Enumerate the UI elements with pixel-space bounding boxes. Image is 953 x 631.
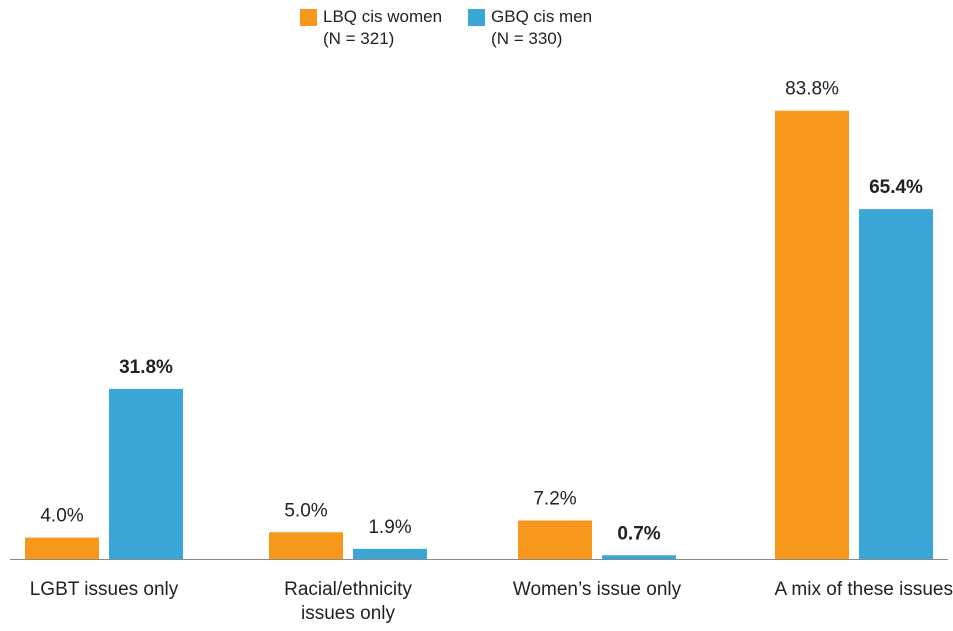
legend-item-gbq-cis-men: GBQ cis men (N = 330): [468, 6, 592, 50]
data-label-lbq-cis-women-racial-ethnicity-issues-only: 5.0%: [284, 500, 327, 521]
legend-text-lbq-cis-women: LBQ cis women (N = 321): [323, 6, 442, 50]
bar-gbq-cis-men-racial-ethnicity-issues-only: [353, 548, 427, 559]
data-label-gbq-cis-men-a-mix-of-these-issues: 65.4%: [869, 177, 923, 198]
legend-swatch-gbq-cis-men: [468, 9, 486, 26]
data-label-lbq-cis-women-lgbt-issues-only: 4.0%: [40, 506, 83, 527]
data-label-lbq-cis-women-women-s-issue-only: 7.2%: [533, 488, 576, 509]
bar-lbq-cis-women-women-s-issue-only: [518, 520, 592, 559]
legend-text-gbq-cis-men: GBQ cis men (N = 330): [491, 6, 592, 50]
x-tick-label-a-mix-of-these-issues: A mix of these issues: [743, 578, 953, 602]
bar-lbq-cis-women-a-mix-of-these-issues: [775, 110, 849, 560]
legend-sample-gbq-cis-men: (N = 330): [491, 29, 563, 48]
data-label-gbq-cis-men-lgbt-issues-only: 31.8%: [119, 357, 173, 378]
legend-sample-lbq-cis-women: (N = 321): [323, 29, 395, 48]
legend: LBQ cis women (N = 321) GBQ cis men (N =…: [300, 6, 592, 50]
x-tick-label-lgbt-issues-only: LGBT issues only: [0, 578, 214, 602]
x-tick-label-racial-ethnicity-issues-only: Racial/ethnicity issues only: [238, 578, 458, 626]
data-label-lbq-cis-women-a-mix-of-these-issues: 83.8%: [785, 79, 839, 100]
legend-swatch-lbq-cis-women: [300, 9, 317, 26]
bar-gbq-cis-men-a-mix-of-these-issues: [859, 209, 933, 560]
bar-lbq-cis-women-racial-ethnicity-issues-only: [269, 532, 343, 559]
x-tick-label-line: Racial/ethnicity: [284, 579, 412, 600]
bar-lbq-cis-women-lgbt-issues-only: [25, 537, 99, 559]
legend-label-gbq-cis-men: GBQ cis men: [491, 7, 593, 26]
x-tick-label-line: issues only: [301, 603, 395, 624]
x-tick-label-line: Women’s issue only: [512, 579, 682, 600]
x-tick-label-line: LGBT issues only: [29, 579, 179, 600]
bar-gbq-cis-men-women-s-issue-only: [602, 555, 676, 559]
legend-label-lbq-cis-women: LBQ cis women: [323, 7, 443, 26]
x-tick-label-women-s-issue-only: Women’s issue only: [487, 578, 707, 602]
bar-gbq-cis-men-lgbt-issues-only: [109, 388, 183, 559]
data-label-gbq-cis-men-racial-ethnicity-issues-only: 1.9%: [368, 517, 411, 538]
x-tick-label-line: A mix of these issues: [774, 579, 953, 600]
legend-item-lbq-cis-women: LBQ cis women (N = 321): [300, 6, 442, 50]
data-label-gbq-cis-men-women-s-issue-only: 0.7%: [617, 523, 660, 544]
